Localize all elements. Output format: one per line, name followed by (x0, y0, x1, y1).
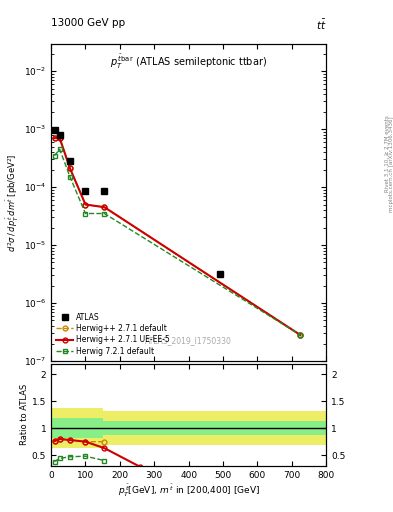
Text: $p_T^{\,\bar{t}\mathrm{bar}}$ (ATLAS semileptonic ttbar): $p_T^{\,\bar{t}\mathrm{bar}}$ (ATLAS sem… (110, 53, 267, 71)
Text: $t\bar{t}$: $t\bar{t}$ (316, 18, 326, 32)
Y-axis label: Ratio to ATLAS: Ratio to ATLAS (20, 384, 29, 445)
Text: ATLAS_2019_I1750330: ATLAS_2019_I1750330 (145, 336, 232, 345)
Text: Rivet 3.1.10, ≥ 2.7M events: Rivet 3.1.10, ≥ 2.7M events (385, 115, 389, 192)
Legend: ATLAS, Herwig++ 2.7.1 default, Herwig++ 2.7.1 UE-EE-5, Herwig 7.2.1 default: ATLAS, Herwig++ 2.7.1 default, Herwig++ … (55, 311, 172, 357)
Y-axis label: $d^2\sigma\,/\,dp_T^{\,\bar{t}}\,dm^{\bar{t}}$ [pb/GeV$^2$]: $d^2\sigma\,/\,dp_T^{\,\bar{t}}\,dm^{\ba… (5, 153, 21, 251)
Text: 13000 GeV pp: 13000 GeV pp (51, 18, 125, 28)
X-axis label: $p_T^{\,\bar{t}}$[GeV], $m^{\,\bar{t}}$ in [200,400] [GeV]: $p_T^{\,\bar{t}}$[GeV], $m^{\,\bar{t}}$ … (118, 482, 260, 499)
Text: mcplots.cern.ch [arXiv:1306.3436]: mcplots.cern.ch [arXiv:1306.3436] (389, 116, 393, 211)
